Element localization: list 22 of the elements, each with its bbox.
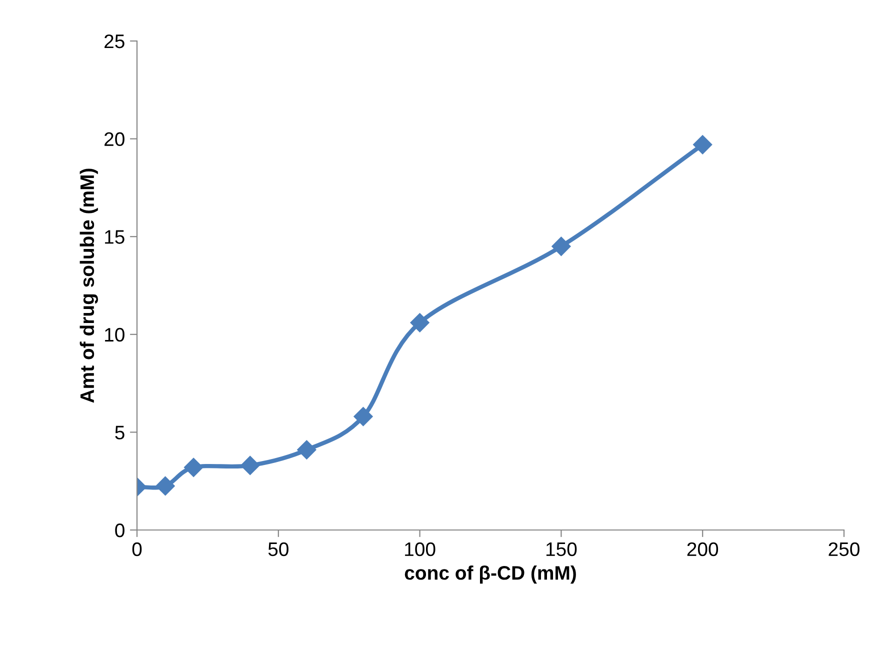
y-axis-title: Amt of drug soluble (mM) <box>80 168 98 403</box>
point <box>240 456 260 475</box>
x-tick-label: 200 <box>687 542 718 556</box>
y-tick-label: 15 <box>105 230 124 244</box>
y-tick-label: 25 <box>104 34 124 48</box>
point <box>552 236 571 256</box>
x-axis-title: conc of β-CD (mM) <box>404 565 576 584</box>
y-tick-label: 5 <box>115 426 124 440</box>
x-tick-label: 150 <box>546 542 577 556</box>
x-tick-label: 250 <box>828 542 860 556</box>
y-tick-label: 0 <box>115 523 124 538</box>
point <box>354 407 373 426</box>
x-tick-label: 50 <box>268 542 288 556</box>
x-tick-label: 0 <box>132 542 142 556</box>
point <box>184 458 204 477</box>
x-tick-label: 100 <box>405 542 436 556</box>
point <box>693 135 712 154</box>
point <box>297 440 316 460</box>
y-tick-label: 20 <box>104 132 124 146</box>
point <box>410 313 430 332</box>
y-tick-label: 10 <box>105 328 124 342</box>
point <box>156 476 175 496</box>
